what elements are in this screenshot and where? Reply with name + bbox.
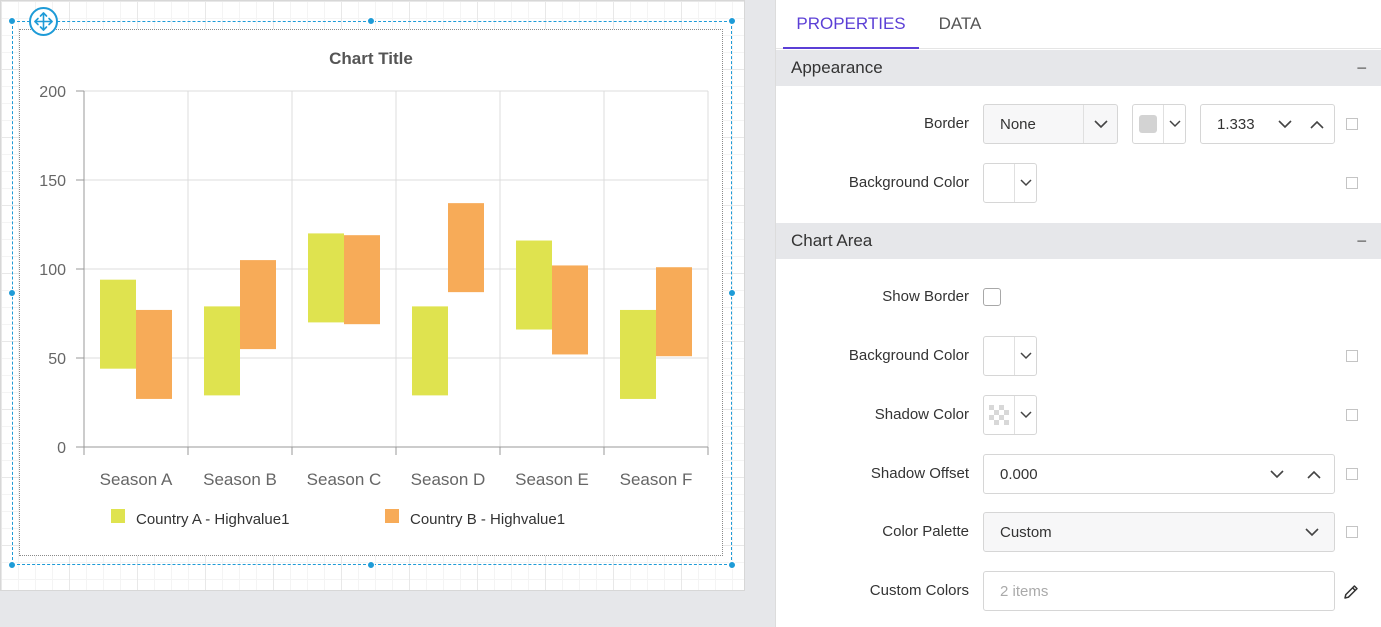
border-style-value: None bbox=[1000, 115, 1036, 133]
x-tick-label: Season A bbox=[100, 470, 173, 489]
y-tick-label: 0 bbox=[57, 440, 66, 457]
appearance-bg-color-label: Background Color bbox=[848, 174, 969, 191]
y-tick-label: 100 bbox=[39, 262, 66, 279]
x-tick-label: Season B bbox=[203, 470, 277, 489]
border-width-value: 1.333 bbox=[1217, 115, 1255, 133]
section-chart-area-title: Chart Area bbox=[791, 231, 873, 250]
shadow-color-label: Shadow Color bbox=[874, 406, 969, 423]
legend-label: Country A - Highvalue1 bbox=[136, 511, 289, 528]
color-palette-override-checkbox[interactable] bbox=[1346, 526, 1358, 538]
resize-handle-top[interactable] bbox=[367, 17, 375, 25]
decrement-icon[interactable] bbox=[1270, 105, 1300, 143]
shadow-offset-override-checkbox[interactable] bbox=[1346, 468, 1358, 480]
x-tick-label: Season D bbox=[411, 470, 486, 489]
transparent-swatch-icon bbox=[989, 405, 1009, 425]
y-tick-label: 50 bbox=[48, 351, 66, 368]
collapse-appearance-button[interactable]: − bbox=[1356, 58, 1367, 78]
appearance-bg-color-picker[interactable] bbox=[983, 163, 1037, 203]
range-bar bbox=[620, 309, 656, 399]
border-width-stepper[interactable]: 1.333 bbox=[1200, 104, 1335, 144]
design-surface[interactable]: Chart Title 0 50 100 150 200 Season A Season B… bbox=[0, 0, 745, 591]
custom-colors-label: Custom Colors bbox=[869, 582, 969, 599]
move-icon[interactable] bbox=[29, 7, 58, 36]
border-style-dropdown[interactable]: None bbox=[983, 104, 1118, 144]
collapse-chart-area-button[interactable]: − bbox=[1356, 231, 1367, 251]
range-bar bbox=[344, 235, 380, 325]
y-tick-label: 150 bbox=[39, 173, 66, 190]
range-bar bbox=[204, 306, 240, 396]
legend-swatch bbox=[111, 509, 125, 523]
range-bar bbox=[412, 306, 448, 396]
custom-colors-field[interactable]: 2 items bbox=[983, 571, 1335, 611]
section-appearance-title: Appearance bbox=[791, 58, 883, 77]
border-color-swatch bbox=[1139, 115, 1157, 133]
show-border-checkbox[interactable] bbox=[983, 288, 1001, 306]
section-chart-area[interactable]: Chart Area − bbox=[776, 223, 1381, 259]
range-bar bbox=[136, 309, 172, 399]
panel-tabs: PROPERTIES DATA bbox=[776, 0, 1381, 49]
chart-title: Chart Title bbox=[329, 49, 413, 68]
shadow-offset-value: 0.000 bbox=[1000, 465, 1038, 483]
legend-swatch bbox=[385, 509, 399, 523]
bg-color-swatch bbox=[984, 164, 1014, 202]
shadow-offset-stepper[interactable]: 0.000 bbox=[983, 454, 1335, 494]
custom-colors-placeholder: 2 items bbox=[1000, 582, 1049, 600]
border-override-checkbox[interactable] bbox=[1346, 118, 1358, 130]
color-palette-label: Color Palette bbox=[882, 523, 969, 540]
pencil-icon[interactable] bbox=[1342, 583, 1360, 606]
increment-icon[interactable] bbox=[1300, 105, 1334, 143]
chart-area-bg-color-label: Background Color bbox=[848, 347, 969, 364]
range-bar bbox=[656, 267, 692, 357]
resize-handle-top-right[interactable] bbox=[728, 17, 736, 25]
tab-properties[interactable]: PROPERTIES bbox=[783, 0, 919, 49]
shadow-color-override-checkbox[interactable] bbox=[1346, 409, 1358, 421]
legend-label: Country B - Highvalue1 bbox=[410, 511, 565, 528]
chart-area[interactable] bbox=[19, 29, 723, 556]
x-tick-label: Season C bbox=[307, 470, 382, 489]
border-label: Border bbox=[923, 115, 969, 132]
show-border-label: Show Border bbox=[882, 288, 969, 305]
resize-handle-bottom-left[interactable] bbox=[8, 561, 16, 569]
range-bar bbox=[308, 233, 344, 323]
border-color-picker[interactable] bbox=[1132, 104, 1186, 144]
chart-area-bg-color-picker[interactable] bbox=[983, 336, 1037, 376]
y-tick-label: 200 bbox=[39, 84, 66, 101]
x-tick-label: Season E bbox=[515, 470, 589, 489]
color-palette-value: Custom bbox=[1000, 523, 1052, 541]
chevron-down-icon[interactable] bbox=[1014, 164, 1036, 202]
properties-panel: PROPERTIES DATA Appearance − Border None… bbox=[775, 0, 1381, 627]
resize-handle-right[interactable] bbox=[728, 289, 736, 297]
increment-icon[interactable] bbox=[1294, 455, 1334, 493]
decrement-icon[interactable] bbox=[1260, 455, 1294, 493]
range-bar bbox=[100, 279, 136, 369]
range-column-chart: Chart Title 0 50 100 150 200 Season A Season B… bbox=[39, 49, 709, 528]
chevron-down-icon[interactable] bbox=[1014, 337, 1036, 375]
range-bar bbox=[448, 203, 484, 293]
chevron-down-icon[interactable] bbox=[1014, 396, 1036, 434]
range-bar bbox=[516, 240, 552, 330]
resize-handle-bottom[interactable] bbox=[367, 561, 375, 569]
bg-color-swatch bbox=[984, 337, 1014, 375]
section-appearance[interactable]: Appearance − bbox=[776, 50, 1381, 86]
chevron-down-icon[interactable] bbox=[1290, 513, 1334, 551]
tab-data[interactable]: DATA bbox=[938, 14, 982, 33]
chart-area-bg-override-checkbox[interactable] bbox=[1346, 350, 1358, 362]
resize-handle-left[interactable] bbox=[8, 289, 16, 297]
shadow-offset-label: Shadow Offset bbox=[870, 465, 969, 482]
appearance-bg-override-checkbox[interactable] bbox=[1346, 177, 1358, 189]
chevron-down-icon[interactable] bbox=[1083, 105, 1117, 143]
resize-handle-bottom-right[interactable] bbox=[728, 561, 736, 569]
color-palette-dropdown[interactable]: Custom bbox=[983, 512, 1335, 552]
x-tick-label: Season F bbox=[620, 470, 693, 489]
chevron-down-icon[interactable] bbox=[1163, 105, 1185, 143]
shadow-color-picker[interactable] bbox=[983, 395, 1037, 435]
range-bar bbox=[552, 265, 588, 355]
resize-handle-top-left[interactable] bbox=[8, 17, 16, 25]
range-bar bbox=[240, 260, 276, 350]
